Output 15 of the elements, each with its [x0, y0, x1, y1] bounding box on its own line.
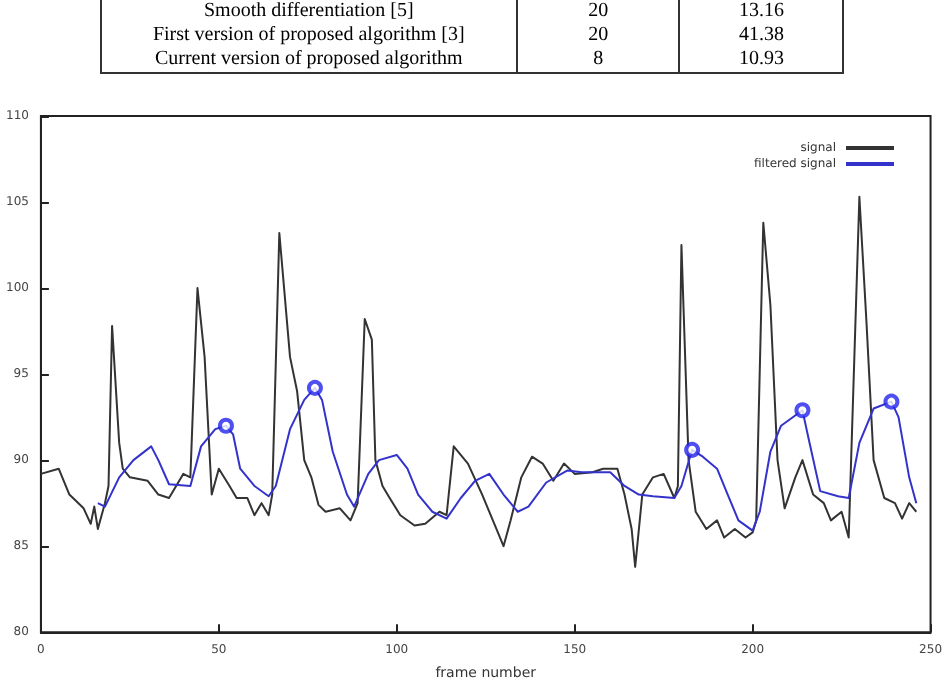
- text: 41.38: [679, 24, 843, 48]
- text: 20: [516, 0, 680, 24]
- point: [217, 417, 234, 434]
- point: [684, 441, 701, 458]
- point: [794, 402, 811, 419]
- line-series: [39, 195, 918, 568]
- text: Smooth differentiation [5]: [101, 0, 517, 24]
- text: 8: [516, 48, 680, 73]
- text: 20: [516, 24, 680, 48]
- text: First version of proposed algorithm [3]: [101, 24, 517, 48]
- text: Current version of proposed algorithm: [101, 48, 517, 73]
- text: 13.16: [679, 0, 843, 24]
- point: [883, 393, 900, 410]
- point: [306, 379, 323, 396]
- text: 10.93: [679, 48, 843, 73]
